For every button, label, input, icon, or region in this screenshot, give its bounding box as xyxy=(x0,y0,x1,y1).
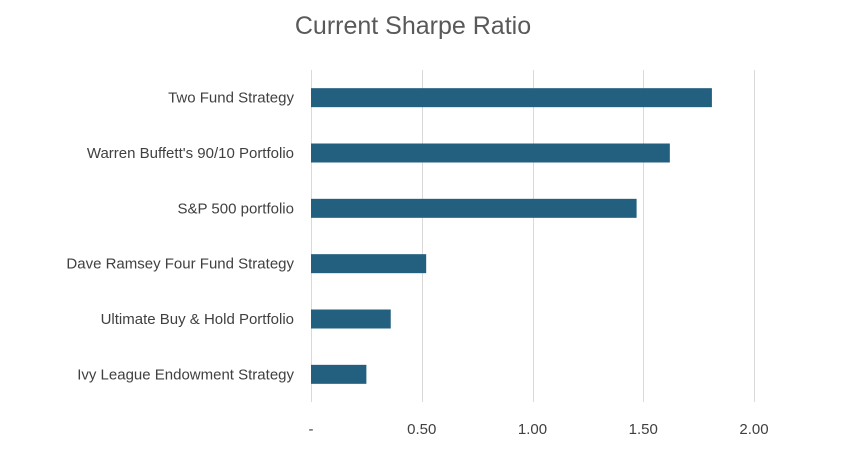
category-label: Ivy League Endowment Strategy xyxy=(77,366,294,383)
bar xyxy=(311,364,367,384)
bar xyxy=(311,143,670,163)
category-label: S&P 500 portfolio xyxy=(178,200,294,217)
bar xyxy=(311,88,712,108)
x-tick-label: 0.50 xyxy=(407,421,436,438)
chart-title: Current Sharpe Ratio xyxy=(295,12,531,40)
category-labels: Two Fund Strategy Warren Buffett's 90/10 … xyxy=(66,90,294,384)
x-tick-label: 1.50 xyxy=(629,421,658,438)
gridlines xyxy=(311,70,755,402)
category-label: Ultimate Buy & Hold Portfolio xyxy=(101,311,294,328)
category-label: Two Fund Strategy xyxy=(168,90,294,107)
x-tick-label: 2.00 xyxy=(739,421,768,438)
bar xyxy=(311,254,427,274)
tick-labels: - 0.50 1.00 1.50 2.00 xyxy=(309,421,769,438)
bar xyxy=(311,198,637,218)
category-label: Warren Buffett's 90/10 Portfolio xyxy=(87,145,294,162)
bar xyxy=(311,309,391,329)
bars xyxy=(311,88,712,384)
category-label: Dave Ramsey Four Fund Strategy xyxy=(66,256,294,273)
x-tick-label: - xyxy=(309,421,314,438)
x-tick-label: 1.00 xyxy=(518,421,547,438)
